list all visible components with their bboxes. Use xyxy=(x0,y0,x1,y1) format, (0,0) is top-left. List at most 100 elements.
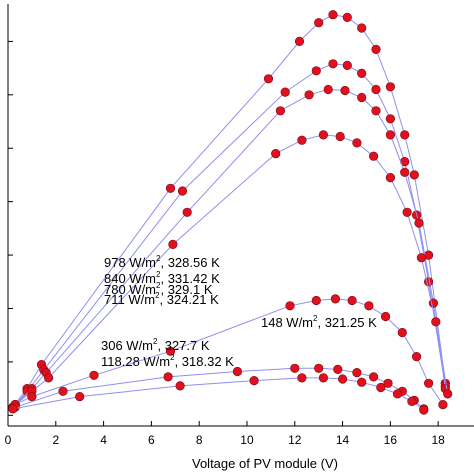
data-point xyxy=(311,66,321,76)
x-tick-label: 0 xyxy=(5,433,12,447)
data-point xyxy=(412,352,422,362)
data-point xyxy=(431,317,441,327)
series-4 xyxy=(10,294,448,410)
data-point xyxy=(275,106,286,116)
data-point xyxy=(27,392,37,402)
data-point xyxy=(443,389,453,399)
axis-layer: 0 2 4 6 8 10 12 14 16 18 xyxy=(5,4,474,447)
data-point xyxy=(335,131,345,142)
data-point xyxy=(400,130,410,140)
x-tick-label: 18 xyxy=(431,433,445,447)
annotation-978: 978 W/m2, 328.56 K xyxy=(104,254,220,270)
data-point xyxy=(330,294,341,304)
x-tick-label: 14 xyxy=(336,433,350,447)
data-point xyxy=(371,84,381,95)
annotation-711: 711 W/m2, 324.21 K xyxy=(104,291,219,307)
data-point xyxy=(263,74,274,84)
data-point xyxy=(342,60,352,71)
data-point xyxy=(357,92,367,103)
data-point xyxy=(357,23,367,33)
data-point xyxy=(323,84,333,95)
x-tick-label: 16 xyxy=(384,433,398,447)
data-point xyxy=(175,381,185,391)
data-point xyxy=(285,301,295,311)
data-point xyxy=(357,377,367,387)
series-6 xyxy=(8,373,429,415)
data-point xyxy=(402,207,412,217)
data-point xyxy=(371,106,381,116)
data-point xyxy=(371,44,381,55)
data-point xyxy=(438,400,448,410)
data-point xyxy=(297,135,307,145)
data-point xyxy=(407,396,417,407)
x-tick-label: 4 xyxy=(100,433,107,447)
x-tick-label: 10 xyxy=(240,433,254,447)
data-point xyxy=(318,130,329,140)
data-point xyxy=(168,239,178,249)
data-point xyxy=(43,373,54,383)
data-point xyxy=(419,405,429,415)
annotation-306: 306 W/m2, 327.7 K xyxy=(101,337,210,353)
data-point xyxy=(163,372,173,382)
data-point xyxy=(414,218,424,228)
data-point xyxy=(89,370,99,380)
annotation-840: 840 W/m2, 331.42 K xyxy=(104,270,220,286)
data-point xyxy=(376,382,386,393)
data-point xyxy=(297,373,307,383)
data-point xyxy=(249,376,259,386)
annotation-118: 118.28 W/m2, 318.32 K xyxy=(101,353,234,369)
data-point xyxy=(385,130,396,140)
data-point xyxy=(280,87,290,97)
series-2 xyxy=(10,84,450,410)
data-point xyxy=(342,12,352,22)
data-point xyxy=(328,59,338,69)
x-tick-label: 6 xyxy=(148,433,155,447)
data-point xyxy=(397,327,407,338)
data-point xyxy=(314,363,324,373)
data-point xyxy=(416,253,427,263)
data-point xyxy=(424,378,434,388)
annotation-148: 148 W/m2, 321.25 K xyxy=(261,314,377,330)
data-point xyxy=(369,151,379,161)
data-point xyxy=(383,378,393,388)
series-layer xyxy=(8,10,453,415)
data-point xyxy=(75,392,85,402)
data-point xyxy=(364,301,374,311)
data-point xyxy=(304,90,314,100)
data-point xyxy=(177,186,188,196)
data-point xyxy=(182,207,192,217)
data-point xyxy=(318,373,329,383)
data-point xyxy=(428,298,439,308)
data-point xyxy=(58,386,68,396)
data-point xyxy=(369,372,379,382)
data-point xyxy=(165,346,176,356)
data-point xyxy=(381,311,391,322)
data-point xyxy=(338,374,348,384)
series-line xyxy=(12,14,446,408)
data-point xyxy=(357,68,367,78)
data-point xyxy=(352,368,362,378)
data-point xyxy=(311,295,321,306)
data-point xyxy=(294,36,305,47)
data-point xyxy=(232,366,242,377)
data-point xyxy=(392,389,403,399)
data-point xyxy=(352,138,362,148)
x-tick-label: 12 xyxy=(288,433,302,447)
data-point xyxy=(290,363,300,373)
data-point xyxy=(8,404,18,414)
data-point xyxy=(385,114,396,124)
data-point xyxy=(328,10,338,20)
data-point xyxy=(340,85,350,96)
x-tick-label: 8 xyxy=(196,433,203,447)
data-point xyxy=(385,173,396,183)
series-line xyxy=(14,298,444,406)
data-point xyxy=(165,183,176,193)
data-point xyxy=(409,170,419,180)
data-point xyxy=(400,167,410,177)
data-point xyxy=(271,149,281,159)
data-point xyxy=(333,364,343,375)
data-point xyxy=(385,82,396,92)
data-point xyxy=(314,18,324,28)
